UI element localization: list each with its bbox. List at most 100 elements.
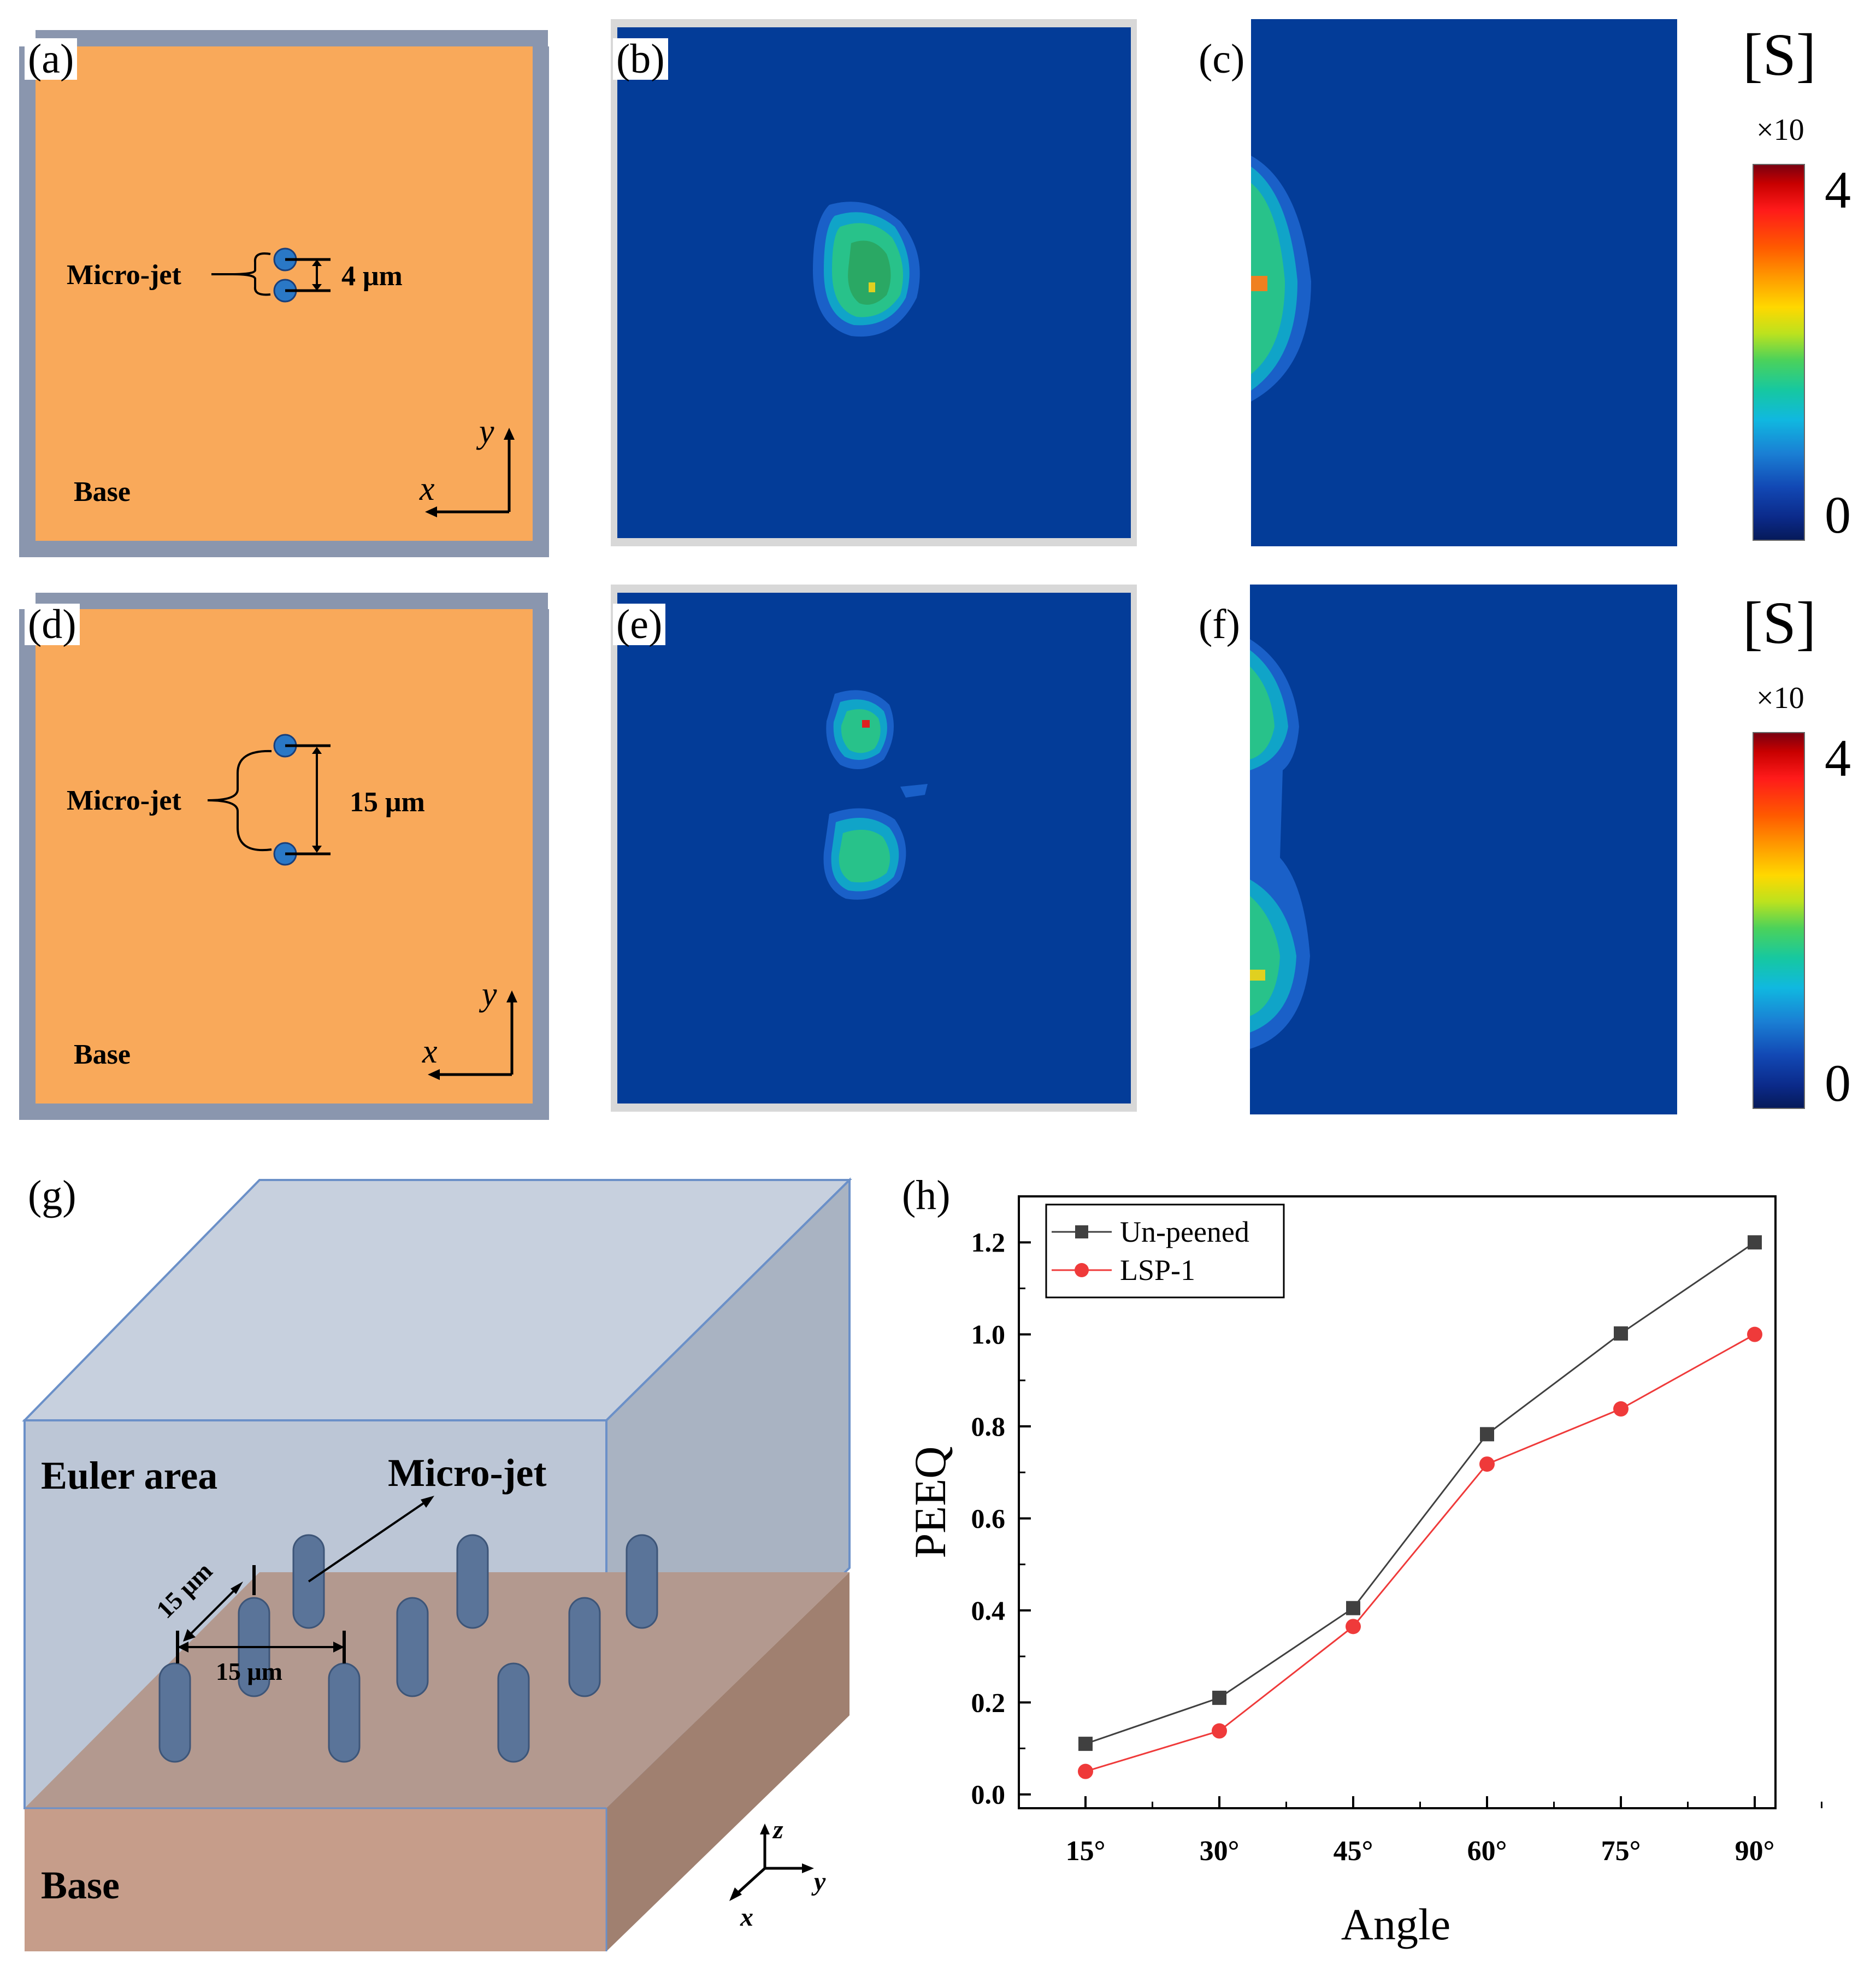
legend-label-unpeened: Un-peened <box>1120 1215 1249 1248</box>
x-tick-label: 45° <box>1334 1836 1373 1867</box>
y-axis-title: PEEQ <box>905 1447 955 1559</box>
series-line-unpeened <box>1085 1241 1755 1745</box>
data-point-lsp1 <box>1747 1326 1762 1342</box>
data-point-unpeened <box>1748 1235 1762 1250</box>
stress-contour <box>839 829 890 883</box>
dim-label: 15 μm <box>216 1657 282 1685</box>
panel-a-graphic: Micro-jet 4 μm Base y x <box>19 30 549 557</box>
stress-contour <box>1251 183 1285 374</box>
panel-e-graphic <box>611 585 1137 1112</box>
y-axis-label: y <box>476 413 494 450</box>
panel-d: Micro-jet 15 μm Base y x <box>19 593 549 1120</box>
y-tick-label: 0.8 <box>971 1411 1006 1442</box>
micro-jet-label: Micro-jet <box>67 259 181 291</box>
z-axis-label: z <box>772 1815 783 1844</box>
panel-h-label: (h) <box>899 1175 954 1216</box>
micro-jet-cylinder <box>328 1662 361 1763</box>
panel-e-label: (e) <box>613 604 666 645</box>
dim-line-diagonal <box>185 1583 241 1640</box>
stress-contour <box>841 709 881 753</box>
scale-max: 4 <box>1825 161 1851 219</box>
base-side-face <box>606 1572 849 1951</box>
stress-field <box>1251 19 1677 546</box>
panel-f-graphic <box>1250 585 1677 1114</box>
x-axis-label: x <box>740 1903 753 1932</box>
data-point-unpeened <box>1614 1326 1628 1341</box>
panel-b <box>611 19 1137 546</box>
x-axis-label: x <box>419 470 435 508</box>
base-label: Base <box>41 1863 120 1907</box>
data-point-unpeened <box>1346 1601 1360 1615</box>
x-axis-title: Angle <box>1341 1899 1450 1949</box>
stress-field <box>1250 585 1677 1114</box>
series-line-lsp1 <box>1085 1333 1755 1773</box>
micro-jet-label: Micro-jet <box>67 785 181 816</box>
panel-e <box>611 585 1137 1112</box>
scale-min: 0 <box>1825 486 1851 544</box>
data-point-lsp1 <box>1613 1401 1629 1417</box>
x-tick-label: 30° <box>1200 1836 1240 1867</box>
colorbar <box>1753 164 1805 541</box>
spacing-label: 15 μm <box>350 787 425 818</box>
y-axis-label: y <box>811 1867 826 1896</box>
data-point-lsp1 <box>1078 1763 1093 1779</box>
micro-jet-cylinder <box>626 1534 658 1629</box>
scale-max: 4 <box>1825 729 1851 787</box>
data-point-unpeened <box>1480 1427 1494 1442</box>
panel-g-graphic: Euler area Micro-jet 15 μm 15 μm Base z … <box>22 1177 852 1951</box>
data-point-lsp1 <box>1212 1723 1227 1739</box>
y-tick-label: 0.4 <box>971 1595 1006 1626</box>
base-front-face <box>25 1808 606 1951</box>
x-tick-label: 15° <box>1066 1836 1106 1867</box>
x-axis-arrow <box>734 1867 766 1897</box>
micro-jet-cylinder <box>456 1534 489 1629</box>
base-label: Base <box>74 476 131 508</box>
panel-a-label: (a) <box>25 38 78 80</box>
panel-b-graphic <box>611 19 1137 546</box>
y-arrowhead <box>504 428 515 440</box>
colorbar <box>1753 732 1805 1109</box>
x-tick-label: 60° <box>1467 1836 1507 1867</box>
dim-arrowhead <box>333 1642 344 1653</box>
plot-frame <box>1018 1195 1777 1809</box>
scale-multiplier: ×10 <box>1756 113 1804 147</box>
dim-arrowhead <box>312 284 322 291</box>
micro-jet-cylinder <box>497 1662 530 1763</box>
spacing-label: 4 μm <box>341 261 403 292</box>
dim-arrowhead <box>231 1582 243 1594</box>
peeq-line-chart: 0.00.20.40.60.81.01.215° 30° 45° 60° 75° 90° … <box>905 1195 1822 1949</box>
x-tick-label: 75° <box>1601 1836 1641 1867</box>
dim-arrowhead <box>312 747 322 754</box>
z-arrowhead <box>760 1824 770 1834</box>
micro-jet-label: Micro-jet <box>388 1451 546 1495</box>
stress-contour <box>900 784 928 798</box>
panel-b-label: (b) <box>613 38 668 80</box>
plate-edge-left <box>19 609 36 1120</box>
panel-c <box>1251 19 1677 546</box>
micro-jet-cylinder <box>158 1662 191 1763</box>
panel-h: 0.0 0.2 0.4 0.6 0.8 1.0 1.2 15° 30° 45° 60° 75° 90° … <box>896 1164 1876 1962</box>
base-top-face <box>25 1572 849 1808</box>
scale-min: 0 <box>1825 1054 1851 1112</box>
panel-d-graphic: Micro-jet 15 μm Base y x <box>19 593 549 1120</box>
panel-f-label: (f) <box>1195 604 1243 645</box>
plate-edge-top <box>36 30 548 46</box>
y-tick-label: 0.2 <box>971 1687 1006 1718</box>
legend-label-lsp1: LSP-1 <box>1120 1254 1195 1287</box>
panel-g: Euler area Micro-jet 15 μm 15 μm Base z … <box>0 1158 885 1962</box>
legend-marker-unpeened <box>1075 1225 1088 1238</box>
panel-f <box>1250 585 1677 1114</box>
dim-arrowhead <box>312 259 322 266</box>
stress-contour <box>1250 896 1280 1016</box>
dim-arrowhead <box>312 846 322 853</box>
y-tick-label: 0.0 <box>971 1779 1006 1810</box>
dim-arrowhead <box>183 1629 196 1642</box>
data-point-lsp1 <box>1479 1456 1495 1472</box>
y-arrowhead <box>802 1863 814 1873</box>
plate-edge-right <box>533 46 549 557</box>
x-arrowhead <box>729 1887 742 1901</box>
scale-multiplier: ×10 <box>1756 681 1804 715</box>
legend-box <box>1045 1203 1285 1299</box>
micro-jet-cylinder <box>568 1597 601 1697</box>
panel-g-label: (g) <box>25 1175 80 1216</box>
